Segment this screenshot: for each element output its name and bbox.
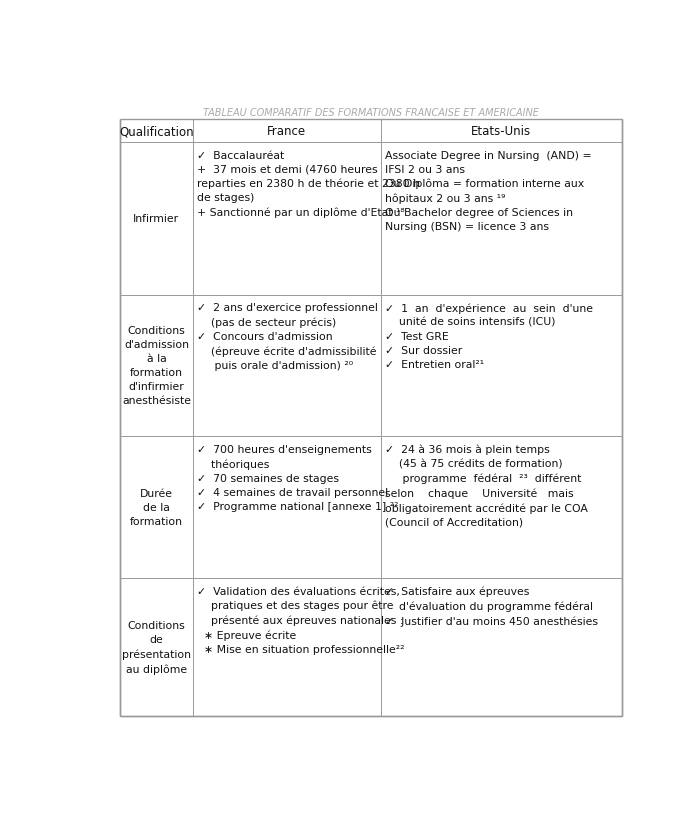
Text: France: France [267,125,307,138]
Text: ✓  700 heures d'enseignements
    théoriques
✓  70 semaines de stages
✓  4 semai: ✓ 700 heures d'enseignements théoriques … [197,444,399,511]
Text: Conditions
d'admission
à la
formation
d'infirmier
anesthésiste: Conditions d'admission à la formation d'… [122,326,191,406]
Text: ✓  Baccalauréat
+  37 mois et demi (4760 heures
reparties en 2380 h de théorie e: ✓ Baccalauréat + 37 mois et demi (4760 h… [197,151,420,218]
Text: ✓  Satisfaire aux épreuves
    d'évaluation du programme fédéral
✓  Justifier d': ✓ Satisfaire aux épreuves d'évaluation d… [385,586,598,626]
Text: Etats-Unis: Etats-Unis [471,125,531,138]
Text: Infirmier: Infirmier [134,214,179,224]
Text: TABLEAU COMPARATIF DES FORMATIONS FRANCAISE ET AMERICAINE: TABLEAU COMPARATIF DES FORMATIONS FRANCA… [203,108,539,118]
Text: Associate Degree in Nursing  (AND) =
IFSI 2 ou 3 ans
Ou Diplôma = formation inte: Associate Degree in Nursing (AND) = IFSI… [385,151,592,232]
Text: Durée
de la
formation: Durée de la formation [130,488,183,527]
Text: Conditions
de
présentation
au diplôme: Conditions de présentation au diplôme [122,621,191,674]
Text: ✓  Validation des évaluations écrites,
    pratiques et des stages pour être
   : ✓ Validation des évaluations écrites, pr… [197,586,405,654]
Text: ✓  1  an  d'expérience  au  sein  d'une
    unité de soins intensifs (ICU)
✓  Te: ✓ 1 an d'expérience au sein d'une unité … [385,303,594,369]
Text: Qualification: Qualification [119,125,194,138]
Text: ✓  2 ans d'exercice professionnel
    (pas de secteur précis)
✓  Concours d'admi: ✓ 2 ans d'exercice professionnel (pas de… [197,303,378,370]
Text: ✓  24 à 36 mois à plein temps
    (45 à 75 crédits de formation)
     programme : ✓ 24 à 36 mois à plein temps (45 à 75 cr… [385,444,588,527]
